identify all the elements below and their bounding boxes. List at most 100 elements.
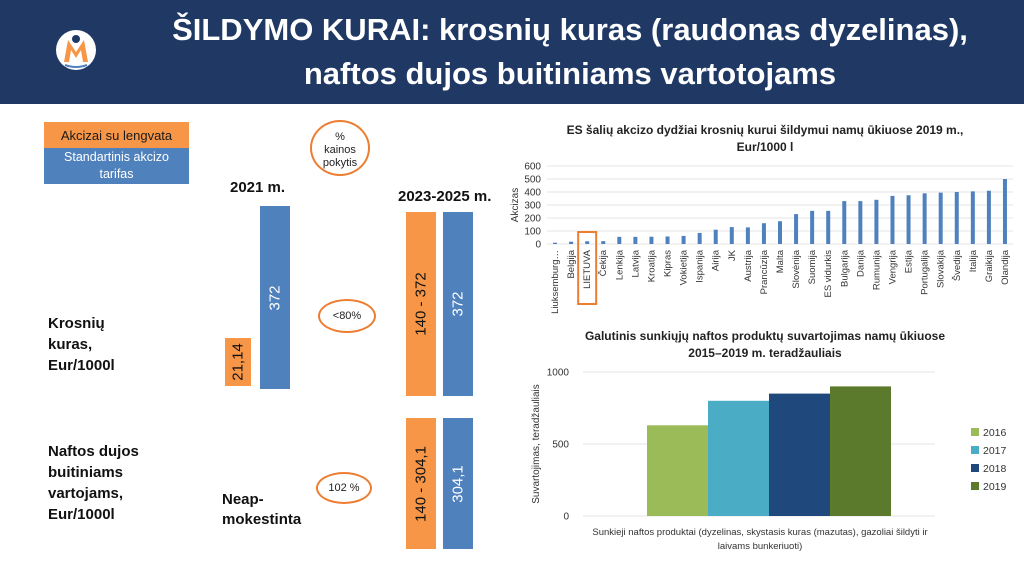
chart1-bar <box>617 236 622 244</box>
chart1-bar <box>906 195 911 244</box>
chart1-bar <box>922 193 927 244</box>
bar-krosniu-2021-reduced: 21,14 <box>225 338 251 386</box>
bar-krosniu-2021-standard: 372 <box>260 206 290 389</box>
chart1-title-line1: ES šalių akcizo dydžiai krosnių kurui ši… <box>566 123 964 137</box>
chart1-x-tick-label: LIETUVA <box>582 249 593 289</box>
bar-dujos-2023-reduced: 140 - 304,1 <box>406 418 436 549</box>
row-label-dujos: Naftos dujos buitiniams vartojams, Eur/1… <box>48 441 139 525</box>
chart2-bar-2017 <box>708 400 769 516</box>
header-banner <box>0 0 1024 104</box>
chart1-bar <box>585 241 590 244</box>
chart2-legend-label: 2016 <box>983 427 1007 439</box>
chart2-title-line2: 2015–2019 m. teradžauliais <box>688 346 842 360</box>
chart1-y-tick-label: 200 <box>524 214 541 225</box>
chart2-bar-2016 <box>647 425 708 516</box>
chart1-title: ES šalių akcizo dydžiai krosnių kurui ši… <box>530 122 1000 156</box>
chart1-y-tick-label: 400 <box>524 188 541 199</box>
chart2-legend-swatch <box>971 464 979 472</box>
chart1-bar <box>745 227 750 244</box>
price-change-line1: % <box>335 131 345 143</box>
chart1-x-tick-label: Prancūzija <box>759 249 770 294</box>
chart1-bar <box>842 201 847 244</box>
year-2023-label: 2023-2025 m. <box>398 188 492 205</box>
chart1-bar <box>697 232 702 244</box>
chart1-x-tick-label: Slovėnija <box>791 249 802 288</box>
bar-label: 21,14 <box>229 343 247 381</box>
chart1-bar <box>633 236 638 244</box>
chart2-legend-swatch <box>971 446 979 454</box>
legend-reduced: Akcizai su lengvata <box>44 122 189 148</box>
chart2-legend-swatch <box>971 482 979 490</box>
chart1-y-tick-label: 0 <box>535 240 541 251</box>
chart1-x-tick-label: Airija <box>711 249 722 271</box>
chart1-bar <box>681 235 686 244</box>
chart1-bar <box>810 210 815 244</box>
legend-standard: Standartinis akcizo tarifas <box>44 148 189 184</box>
krosniu-change-oval: <80% <box>318 299 376 333</box>
year-2021-label: 2021 m. <box>230 179 286 196</box>
chart1-x-tick-label: Estija <box>904 249 915 273</box>
chart1-x-tick-label: Portugalija <box>920 249 931 295</box>
chart1-x-tick-label: Slovakija <box>936 249 947 288</box>
price-change-line2: kainos <box>324 144 356 156</box>
chart2-legend-label: 2019 <box>983 481 1007 493</box>
chart1-x-tick-label: Italija <box>968 249 979 272</box>
chart1-x-tick-label: Rumunija <box>871 249 882 290</box>
row-label-dujos-line: Naftos dujos <box>48 443 139 460</box>
chart1-x-tick-label: ES vidurkis <box>823 250 834 298</box>
chart2-legend-label: 2017 <box>983 445 1007 457</box>
bar-label: 372 <box>266 284 284 311</box>
price-change-line3: pokytis <box>322 157 358 169</box>
legend-standard-line1: Standartinis akcizo <box>64 150 169 164</box>
chart1-x-tick-label: Kroatija <box>646 249 657 282</box>
row-label-neap-line: Neap- <box>222 491 264 508</box>
chart2-legend-swatch <box>971 428 979 436</box>
chart1-bar <box>954 192 959 244</box>
chart1-x-tick-label: Olandija <box>1000 249 1011 285</box>
legend-standard-line2: tarifas <box>99 167 134 181</box>
chart1-bar <box>569 241 574 244</box>
chart1-x-tick-label: JK <box>727 249 738 261</box>
ministry-logo-icon <box>55 28 97 72</box>
row-label-neap: Neap- mokestinta <box>222 490 301 530</box>
chart2-title: Galutinis sunkiųjų naftos produktų suvar… <box>560 328 970 362</box>
chart1-x-tick-label: Austrija <box>743 249 754 281</box>
chart1-bar <box>665 236 670 244</box>
chart1-x-tick-label: Danija <box>855 249 866 277</box>
chart1-x-tick-label: Bulgarija <box>839 249 850 287</box>
chart1-x-tick-label: Lenkija <box>614 249 625 280</box>
chart1-x-tick-label: Suomija <box>807 249 818 284</box>
row-label-krosniu-line: kuras, <box>48 336 93 353</box>
chart2-y-tick-label: 1000 <box>547 368 570 379</box>
chart1-bar <box>1002 179 1007 244</box>
page-title: ŠILDYMO KURAI: krosnių kuras (raudonas d… <box>130 8 1010 96</box>
row-label-krosniu-line: Krosnių <box>48 315 105 332</box>
row-label-krosniu: Krosnių kuras, Eur/1000l <box>48 313 115 376</box>
chart1-y-tick-label: 300 <box>524 201 541 212</box>
chart1-bar <box>778 221 782 244</box>
chart2-legend-label: 2018 <box>983 463 1007 475</box>
chart1-bar <box>938 192 943 244</box>
chart1-bar <box>970 191 975 244</box>
chart1-x-tick-label: Čekija <box>598 249 609 276</box>
chart1-bar <box>649 236 654 244</box>
chart1-bar <box>713 229 718 244</box>
chart2-x-category-label-line2: laivams bunkeriuoti) <box>718 541 802 552</box>
chart1-x-tick-label: Latvija <box>630 249 641 277</box>
chart1-highlight-box <box>577 231 598 305</box>
row-label-krosniu-line: Eur/1000l <box>48 357 115 374</box>
bar-label: 372 <box>449 291 467 317</box>
chart2-y-tick-label: 500 <box>552 440 569 451</box>
chart1-bar <box>890 195 895 244</box>
page-title-line2: naftos dujos buitiniams vartotojams <box>303 56 837 91</box>
price-change-oval: % kainos pokytis <box>310 120 370 176</box>
chart1-bar <box>858 201 863 244</box>
chart2-y-tick-label: 0 <box>563 512 569 523</box>
chart2-bar-2018 <box>769 393 830 516</box>
chart1-x-tick-label: Liuksemburg… <box>550 250 561 314</box>
bar-label: 140 - 372 <box>412 272 430 336</box>
chart1-x-tick-label: Malta <box>775 249 786 273</box>
chart2-consumption: 0 500 1000 Suvartojimas, teradžauliais 2016 2… <box>531 368 1007 553</box>
chart1-x-tick-label: Vokietija <box>679 249 690 285</box>
dujos-change-oval: 102 % <box>316 472 372 504</box>
